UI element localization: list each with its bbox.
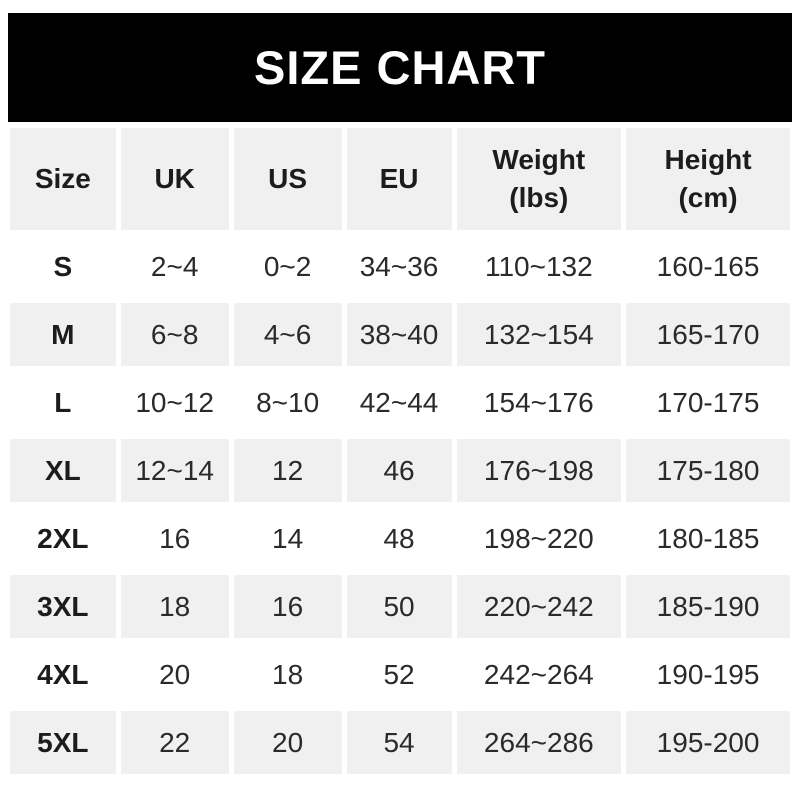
column-header-eu: EU — [346, 128, 452, 230]
page-title: SIZE CHART — [254, 41, 546, 94]
uk-cell: 22 — [120, 711, 229, 774]
us-cell: 12 — [233, 439, 342, 502]
size-label: 2XL — [10, 507, 116, 570]
size-label: 4XL — [10, 643, 116, 706]
size-chart-banner: SIZE CHART — [8, 13, 792, 122]
uk-cell: 10~12 — [120, 371, 229, 434]
size-label: S — [10, 235, 116, 298]
column-header-size: Size — [10, 128, 116, 230]
weight-cell: 264~286 — [456, 711, 622, 774]
table-row-xl: XL 12~14 12 46 176~198 175-180 — [10, 439, 790, 502]
height-cell: 170-175 — [626, 371, 790, 434]
size-label: 5XL — [10, 711, 116, 774]
us-cell: 8~10 — [233, 371, 342, 434]
header-row: Size UK US EU Weight (lbs) Height (cm) — [10, 128, 790, 230]
us-cell: 20 — [233, 711, 342, 774]
height-cell: 180-185 — [626, 507, 790, 570]
uk-cell: 20 — [120, 643, 229, 706]
size-label: XL — [10, 439, 116, 502]
height-cell: 195-200 — [626, 711, 790, 774]
uk-cell: 18 — [120, 575, 229, 638]
height-cell: 190-195 — [626, 643, 790, 706]
eu-cell: 38~40 — [346, 303, 452, 366]
uk-cell: 16 — [120, 507, 229, 570]
eu-cell: 46 — [346, 439, 452, 502]
height-cell: 160-165 — [626, 235, 790, 298]
size-label: L — [10, 371, 116, 434]
table-row-2xl: 2XL 16 14 48 198~220 180-185 — [10, 507, 790, 570]
size-label: 3XL — [10, 575, 116, 638]
table-row-l: L 10~12 8~10 42~44 154~176 170-175 — [10, 371, 790, 434]
weight-cell: 198~220 — [456, 507, 622, 570]
height-cell: 165-170 — [626, 303, 790, 366]
eu-cell: 48 — [346, 507, 452, 570]
weight-cell: 242~264 — [456, 643, 622, 706]
table-row-5xl: 5XL 22 20 54 264~286 195-200 — [10, 711, 790, 774]
weight-cell: 220~242 — [456, 575, 622, 638]
size-chart-table: Size UK US EU Weight (lbs) Height (cm) S… — [5, 123, 795, 779]
uk-cell: 6~8 — [120, 303, 229, 366]
uk-cell: 12~14 — [120, 439, 229, 502]
table-row-s: S 2~4 0~2 34~36 110~132 160-165 — [10, 235, 790, 298]
eu-cell: 54 — [346, 711, 452, 774]
us-cell: 14 — [233, 507, 342, 570]
eu-cell: 42~44 — [346, 371, 452, 434]
table-row-4xl: 4XL 20 18 52 242~264 190-195 — [10, 643, 790, 706]
weight-cell: 154~176 — [456, 371, 622, 434]
eu-cell: 34~36 — [346, 235, 452, 298]
weight-cell: 110~132 — [456, 235, 622, 298]
column-header-weight: Weight (lbs) — [456, 128, 622, 230]
us-cell: 16 — [233, 575, 342, 638]
us-cell: 4~6 — [233, 303, 342, 366]
uk-cell: 2~4 — [120, 235, 229, 298]
height-cell: 185-190 — [626, 575, 790, 638]
table-row-3xl: 3XL 18 16 50 220~242 185-190 — [10, 575, 790, 638]
weight-cell: 176~198 — [456, 439, 622, 502]
size-label: M — [10, 303, 116, 366]
column-header-uk: UK — [120, 128, 229, 230]
us-cell: 0~2 — [233, 235, 342, 298]
us-cell: 18 — [233, 643, 342, 706]
column-header-us: US — [233, 128, 342, 230]
weight-cell: 132~154 — [456, 303, 622, 366]
column-header-height: Height (cm) — [626, 128, 790, 230]
eu-cell: 52 — [346, 643, 452, 706]
table-row-m: M 6~8 4~6 38~40 132~154 165-170 — [10, 303, 790, 366]
height-cell: 175-180 — [626, 439, 790, 502]
eu-cell: 50 — [346, 575, 452, 638]
